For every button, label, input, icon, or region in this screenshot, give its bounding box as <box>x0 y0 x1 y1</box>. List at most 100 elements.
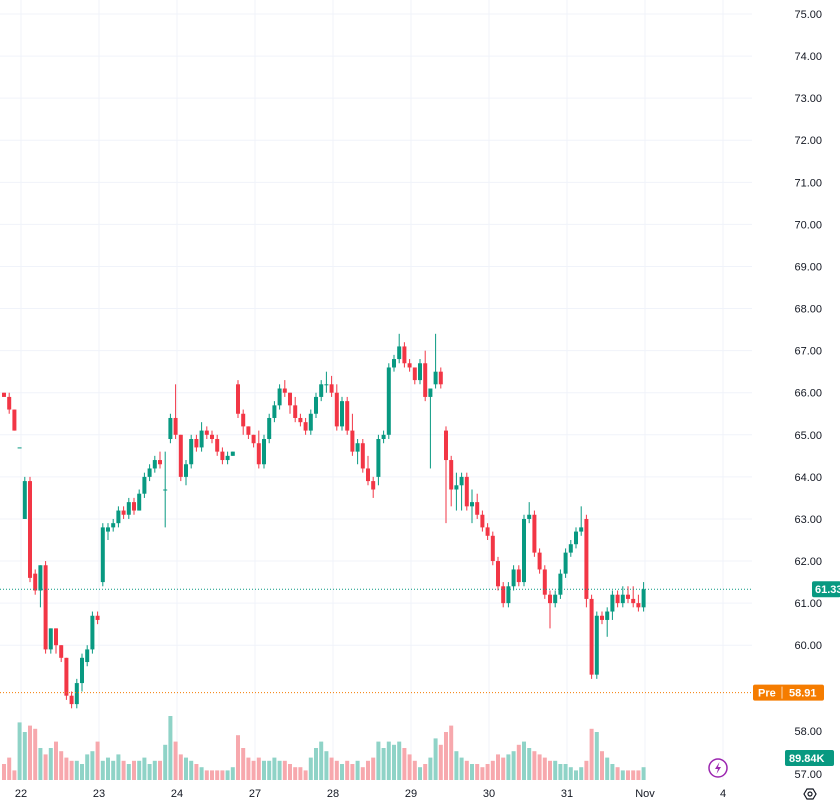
volume-bar <box>631 770 636 780</box>
volume-bar <box>402 748 407 780</box>
price-tick-label: 71.00 <box>794 177 822 189</box>
volume-bar <box>225 770 230 780</box>
price-tick-label: 63.00 <box>794 514 822 526</box>
volume-bar <box>527 748 532 780</box>
candle-body <box>95 615 100 620</box>
candle-body <box>199 430 204 448</box>
candle-body <box>511 569 516 587</box>
volume-bar <box>568 767 573 780</box>
candle-body <box>251 434 256 444</box>
candle-body <box>236 384 240 414</box>
time-tick-label: Nov <box>635 788 655 800</box>
candle-body <box>459 476 464 486</box>
candle-body <box>7 396 12 410</box>
candle-body <box>490 535 495 562</box>
candle-body <box>329 384 334 393</box>
candle-body <box>600 615 604 620</box>
candle-body <box>132 502 136 511</box>
candle-body <box>2 392 6 397</box>
price-tick-label: 65.00 <box>794 430 822 442</box>
time-tick-label: 28 <box>327 788 339 800</box>
price-tick-label: 75.00 <box>794 9 822 21</box>
volume-bar <box>220 770 225 780</box>
candle-body <box>12 409 17 431</box>
candle-body <box>407 363 412 368</box>
price-axis[interactable]: 75.00 74.00 73.00 72.00 71.00 70.00 69.00 68.00… <box>794 9 822 781</box>
volume-bar <box>433 738 438 780</box>
candle-body <box>615 594 620 604</box>
volume-bar <box>485 764 490 780</box>
candle-body <box>589 598 594 675</box>
time-axis[interactable]: 22 23 24 27 28 29 30 31 Nov 4 <box>15 788 726 800</box>
candle-body <box>256 443 261 465</box>
candle-body <box>43 565 48 650</box>
volume-bar <box>407 754 412 780</box>
price-tick-label: 60.00 <box>794 640 822 652</box>
candle-body <box>350 430 355 452</box>
settings-gear-icon[interactable] <box>803 788 817 800</box>
volume-bar <box>48 748 53 780</box>
volume-bar <box>511 751 516 780</box>
candle-body <box>74 683 79 705</box>
candle-body <box>610 594 615 612</box>
price-tick-label: 58.00 <box>794 726 822 738</box>
candle-body <box>147 468 152 477</box>
candle-body <box>210 434 214 440</box>
candle-body <box>444 430 448 461</box>
candle-body <box>542 569 547 595</box>
volume-badge: 89.84K <box>785 750 834 766</box>
volume-bar <box>532 751 537 780</box>
volume-bar <box>412 760 417 780</box>
pre-market-label: 58.91 <box>789 688 817 700</box>
candle-body <box>594 615 599 675</box>
candle-body <box>355 443 360 452</box>
candle-body <box>376 439 381 477</box>
volume-bar <box>386 741 391 780</box>
candle-body <box>106 527 110 532</box>
candle-body <box>423 363 428 397</box>
time-tick-label: 23 <box>93 788 105 800</box>
candle-body <box>48 628 53 650</box>
candle-body <box>230 451 235 456</box>
volume-bar <box>636 770 641 780</box>
candle-body <box>480 514 485 528</box>
candle-body <box>152 460 157 469</box>
lightning-icon[interactable] <box>708 758 728 778</box>
volume-bar <box>470 764 474 780</box>
volume-bar <box>355 760 360 780</box>
candle-body <box>303 422 308 431</box>
candle-body <box>85 649 90 663</box>
volume-bar <box>501 757 506 780</box>
volume-bar <box>594 732 599 780</box>
candle-body <box>69 695 74 705</box>
volume-bar <box>329 757 334 780</box>
volume-bar <box>589 728 594 780</box>
candle-body <box>454 485 459 490</box>
candle-body <box>241 413 246 427</box>
candle-body <box>501 586 506 604</box>
volume-bar <box>464 760 469 780</box>
candle-body <box>173 417 178 435</box>
candle-body <box>636 603 641 608</box>
candle-body <box>33 573 38 591</box>
candles <box>2 333 646 709</box>
volume-bar <box>454 751 459 780</box>
candle-body <box>522 518 526 583</box>
volume-bar <box>116 754 121 780</box>
volume-bar <box>574 770 578 780</box>
volume-bar <box>272 757 277 780</box>
volume-bar <box>428 757 433 780</box>
volume-bar <box>267 760 272 780</box>
volume-bar <box>137 760 142 780</box>
volume-bar <box>480 767 485 780</box>
volume-bar <box>111 760 116 780</box>
volume-bar <box>397 741 402 780</box>
candle-body <box>558 573 563 595</box>
candle-body <box>397 346 402 360</box>
volume-bar <box>126 764 131 780</box>
volume-bar <box>210 770 214 780</box>
volume-bar <box>12 770 17 780</box>
volume-bar <box>43 754 48 780</box>
volume-bar <box>189 760 194 780</box>
